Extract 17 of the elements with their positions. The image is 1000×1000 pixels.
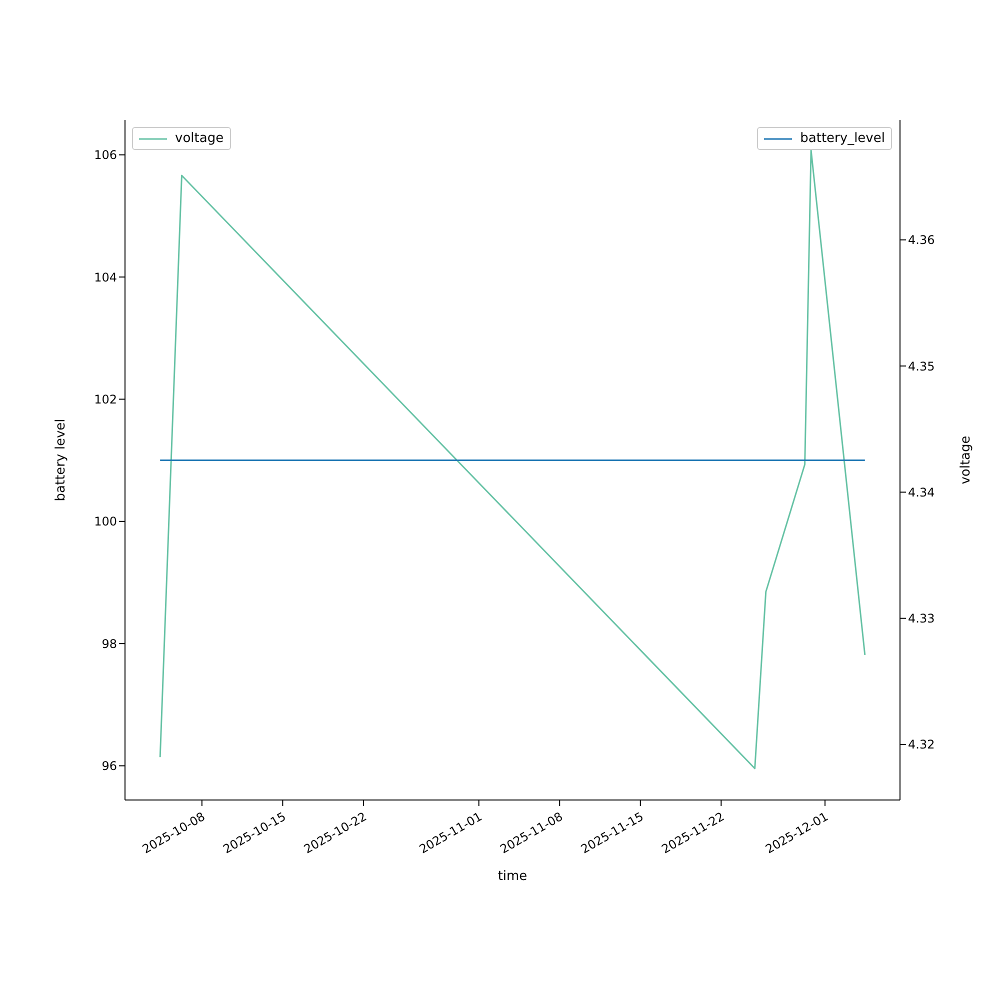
y-tick-label: 98	[102, 636, 117, 651]
y-tick-label: 96	[102, 759, 117, 774]
y2-axis-title: voltage	[958, 436, 974, 484]
y-tick-label: 102	[94, 392, 117, 406]
legend-label: battery_level	[800, 131, 885, 146]
x-axis-title: time	[498, 869, 528, 884]
y2-tick-label: 4.35	[908, 359, 935, 374]
line-series	[159, 150, 866, 770]
y-tick-label: 100	[94, 514, 117, 529]
y-tick-label: 106	[94, 148, 117, 162]
y-tick-label: 104	[94, 270, 117, 284]
y2-tick-label: 4.34	[908, 485, 935, 500]
y2-tick-label: 4.32	[908, 738, 935, 752]
y-axis-title: battery level	[54, 418, 69, 502]
legend-label: voltage	[175, 131, 224, 146]
y2-tick-label: 4.36	[908, 233, 935, 248]
y2-tick-label: 4.33	[908, 612, 935, 626]
